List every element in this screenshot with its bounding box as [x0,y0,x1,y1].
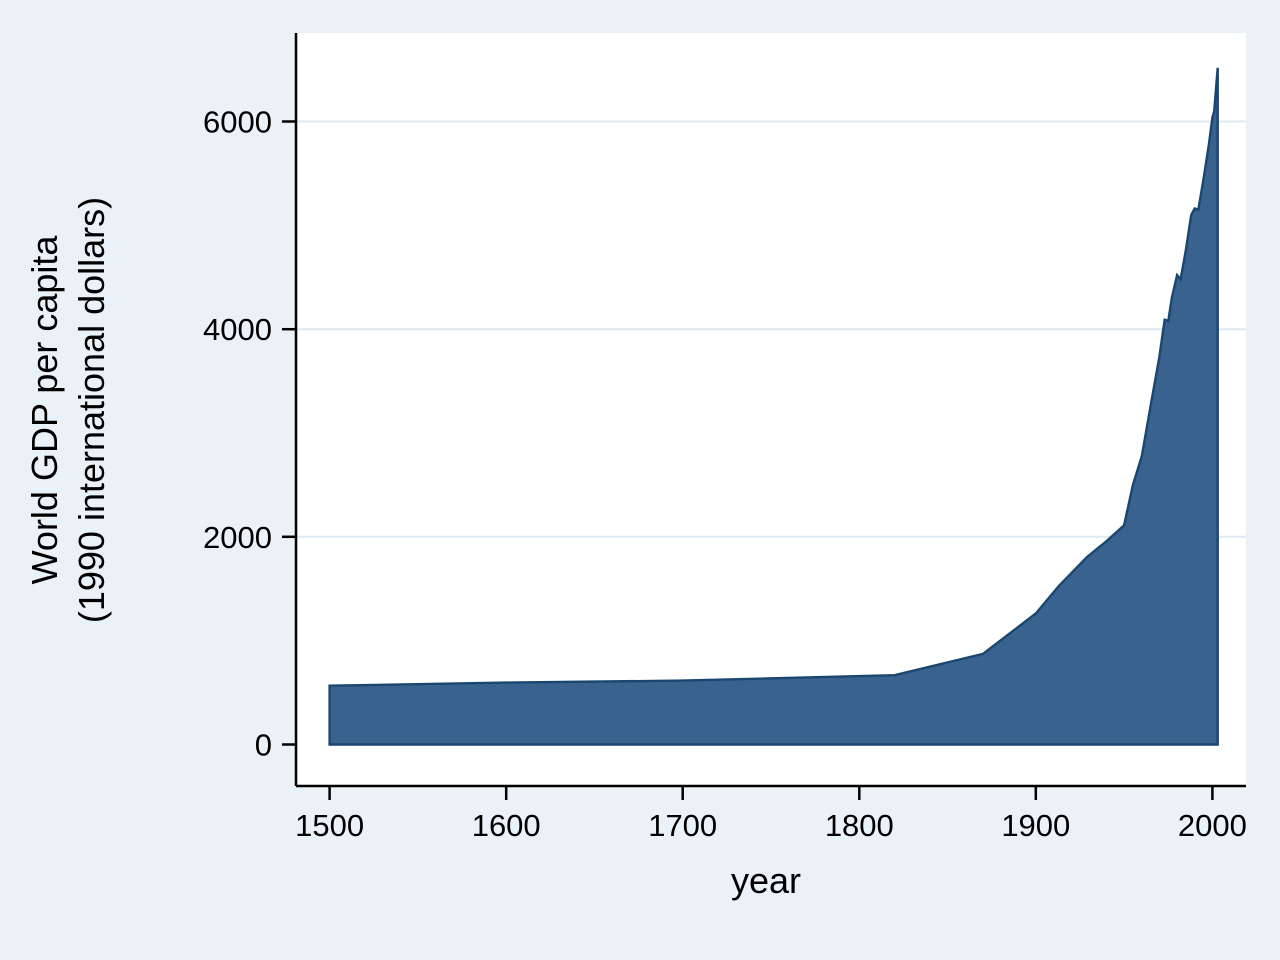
x-tick-label: 2000 [1178,808,1247,843]
x-tick-label: 1600 [472,808,541,843]
area-series-layer [328,67,1219,746]
y-tick-label: 0 [255,728,272,763]
x-tick-label: 1700 [648,808,717,843]
y-axis-title-line2: (1990 international dollars) [71,197,112,623]
y-tick-label: 2000 [203,520,272,555]
y-axis-title-line1: World GDP per capita [24,235,65,585]
y-tick-label: 4000 [203,312,272,347]
x-tick-label: 1500 [295,808,364,843]
x-axis-title: year [731,860,801,901]
x-axis-ticks: 1500 1600 1700 1800 1900 2000 [295,786,1247,843]
x-tick-label: 1800 [825,808,894,843]
y-axis-ticks: 0 2000 4000 6000 [203,105,296,763]
y-tick-label: 6000 [203,105,272,140]
x-tick-label: 1900 [1001,808,1070,843]
gridlines [296,120,1246,538]
gdp-area-shape [328,67,1219,746]
